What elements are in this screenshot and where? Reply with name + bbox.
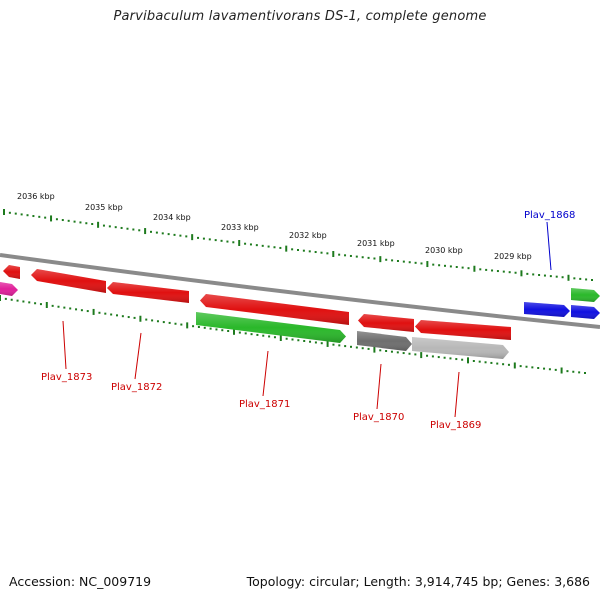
gene-label: Plav_1871 [239,399,290,410]
gene-arrow-plav-1869-lower-shade [412,337,509,359]
scale-label: 2034 kbp [153,213,191,222]
gene-label: Plav_1869 [430,420,481,431]
gene-label-leader [454,371,460,418]
gene-arrow-plav-1869-lower [412,337,509,359]
gene-arrow-plav-1875-shade [0,282,18,296]
gene-arrow-plav-1870-lower-shade [357,331,412,351]
gene-arrow-plav-1870 [358,314,414,332]
scale-label: 2036 kbp [17,192,55,201]
accession-text: Accession: NC_009719 [9,574,152,589]
gene-arrow-plav-1869 [415,320,511,340]
gene-arrow-plav-1872 [107,282,189,303]
gene-track [0,265,600,359]
scale-label: 2029 kbp [494,252,532,261]
gene-arrow-plav-1874 [3,265,20,279]
gene-label: Plav_1868 [524,210,575,221]
scale-label: 2030 kbp [425,246,463,255]
genome-title: Parvibaculum lavamentivorans DS-1, compl… [113,9,487,24]
gene-label: Plav_1873 [41,372,92,383]
gene-label: Plav_1872 [111,382,162,393]
gene-arrow-plav-1867-shade [571,305,600,319]
gene-label-leader [546,221,552,271]
gene-arrow-plav-1868-shade [524,302,570,317]
scale-labels: 2036 kbp 2035 kbp 2034 kbp 2033 kbp 2032 kbp… [17,192,532,261]
scale-label: 2031 kbp [357,239,395,248]
gene-label-leader [134,332,142,380]
scale-label: 2033 kbp [221,223,259,232]
gene-arrow-plav-1868 [524,302,570,317]
gene-arrow-plav-1873 [31,269,106,293]
gene-labels: Plav_1873 Plav_1872 Plav_1871 Plav_1870 Plav… [41,210,575,431]
gene-arrow-plav-1874-shade [3,265,20,279]
gene-arrow-plav-1872-shade [107,282,189,303]
gene-label-leader [376,363,382,410]
gene-arrow-plav-1871-shade [200,294,349,325]
gene-arrow-plav-1875 [0,282,18,296]
gene-arrow-plav-1867 [571,305,600,319]
genome-summary-text: Topology: circular; Length: 3,914,745 bp… [246,574,590,589]
gene-arrow-plav-1871 [200,294,349,325]
gene-label-leader [262,350,269,397]
gene-arrow-plav-1873-shade [31,269,106,293]
gene-arrow-plav-1866-shade [571,288,600,302]
scale-label: 2032 kbp [289,231,327,240]
scale-label: 2035 kbp [85,203,123,212]
gene-arrow-plav-1871-lower-shade [196,312,346,343]
gene-label-leader [62,320,67,370]
gene-arrow-plav-1870-lower [357,331,412,351]
genome-backbone [0,253,600,329]
gene-arrow-plav-1866 [571,288,600,302]
gene-label: Plav_1870 [353,412,404,423]
scale-ticks-inner [0,295,586,374]
gene-arrow-plav-1869-shade [415,320,511,340]
gene-arrow-plav-1871-lower [196,312,346,343]
scale-ticks-outer [3,209,593,281]
gene-arrow-plav-1870-shade [358,314,414,332]
